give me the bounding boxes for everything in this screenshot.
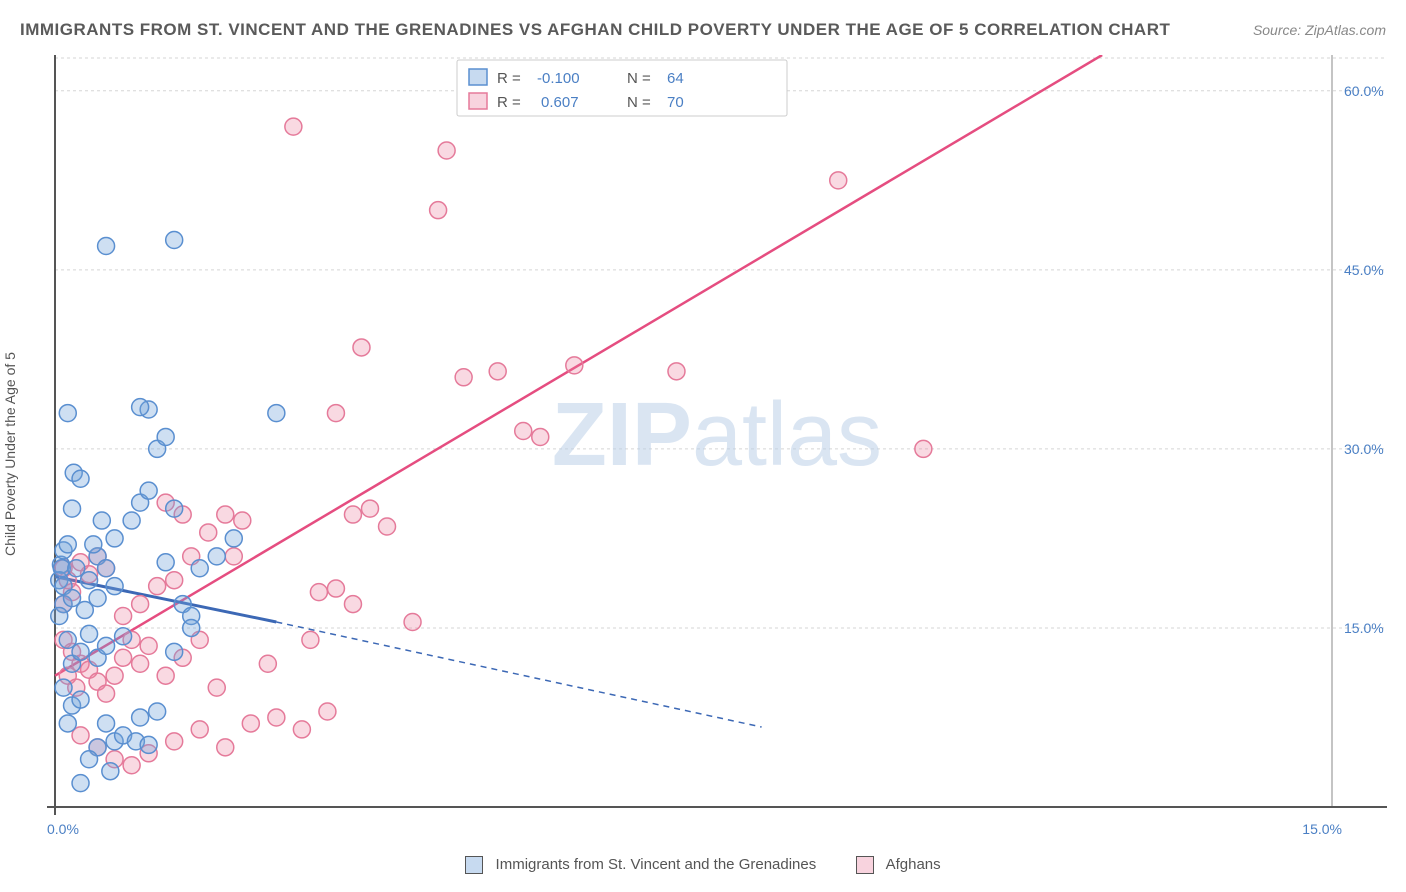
- legend-n-value-2: 70: [667, 94, 684, 111]
- svg-text:30.0%: 30.0%: [1344, 441, 1384, 457]
- legend-stats-box: R = -0.100 N = 64 R = 0.607 N = 70: [457, 60, 787, 116]
- svg-text:60.0%: 60.0%: [1344, 83, 1384, 99]
- svg-text:45.0%: 45.0%: [1344, 262, 1384, 278]
- y-axis-label: Child Poverty Under the Age of 5: [2, 352, 18, 556]
- legend-r-label-2: R =: [497, 94, 521, 111]
- legend-item-stvincent: Immigrants from St. Vincent and the Gren…: [465, 856, 816, 874]
- svg-text:15.0%: 15.0%: [1344, 620, 1384, 636]
- chart-area: ZIPatlas R = -0.100 N = 64 R = 0.607 N =…: [47, 55, 1387, 815]
- source-credit: Source: ZipAtlas.com: [1253, 22, 1386, 38]
- legend-n-value-1: 64: [667, 70, 684, 87]
- legend-r-label: R =: [497, 70, 521, 87]
- bottom-legend: Immigrants from St. Vincent and the Gren…: [0, 856, 1406, 874]
- legend-swatch-pink: [856, 856, 874, 874]
- legend-r-value-1: -0.100: [537, 70, 580, 87]
- legend-r-value-2: 0.607: [541, 94, 579, 111]
- legend-label-2: Afghans: [886, 856, 941, 873]
- scatter-points-stvincent: [51, 232, 285, 792]
- watermark-text: ZIPatlas: [552, 385, 882, 485]
- legend-swatch-blue: [465, 856, 483, 874]
- legend-n-label-2: N =: [627, 94, 651, 111]
- legend-item-afghans: Afghans: [856, 856, 940, 874]
- x-tick-label: 0.0%: [47, 821, 79, 837]
- chart-title: IMMIGRANTS FROM ST. VINCENT AND THE GREN…: [20, 20, 1170, 40]
- legend-label-1: Immigrants from St. Vincent and the Gren…: [496, 856, 817, 873]
- x-tick-label: 15.0%: [1302, 821, 1342, 837]
- y-tick-labels: 15.0% 30.0% 45.0% 60.0%: [1344, 83, 1384, 636]
- legend-n-label: N =: [627, 70, 651, 87]
- scatter-plot: ZIPatlas R = -0.100 N = 64 R = 0.607 N =…: [47, 55, 1387, 815]
